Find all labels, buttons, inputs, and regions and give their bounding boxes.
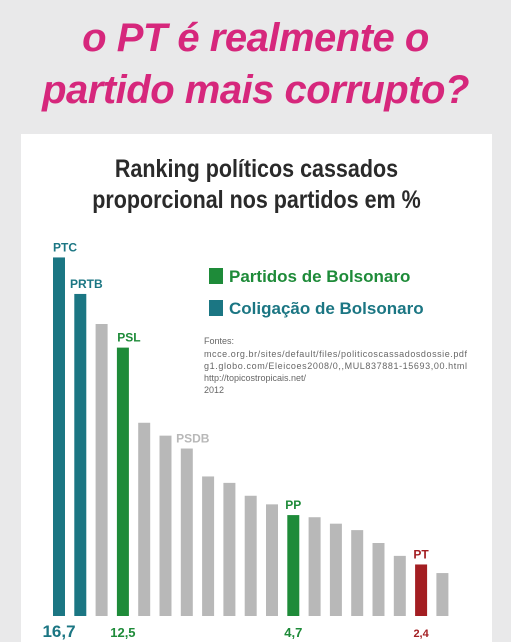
- bar-ptc: [53, 257, 65, 616]
- post-headline: o PT é realmente o partido mais corrupto…: [0, 12, 511, 116]
- bar-prtb: [74, 293, 87, 616]
- bar-16: [372, 543, 385, 616]
- bar-10: [244, 495, 257, 616]
- bar-11: [266, 504, 278, 616]
- legend-swatch-coalition: [209, 300, 223, 316]
- bar-chart: PTC 16,7 PRTB PSL 12,5 PSDB PP 4,7 PT 2,4 Partidos…: [42, 240, 467, 641]
- chart-title-line-2: proporcional nos partidos em %: [92, 186, 421, 214]
- bar-13: [308, 517, 321, 616]
- bar-pt: [415, 564, 428, 616]
- bar-value-label-psl: 12,5: [110, 625, 135, 640]
- legend-label-party: Partidos de Bolsonaro: [229, 267, 410, 286]
- sources-line-1: mcce.org.br/sites/default/files/politico…: [204, 349, 467, 359]
- bar-name-label-prtb: PRTB: [70, 277, 103, 291]
- headline-line-2: partido mais corrupto?: [42, 68, 469, 112]
- chart-card: Ranking políticos cassados proporcional …: [21, 134, 492, 642]
- bar-name-label-psl: PSL: [117, 331, 140, 345]
- sources-line-3: http://topicostropicais.net/: [204, 373, 307, 383]
- bar-9: [223, 482, 236, 616]
- bar-17: [393, 555, 406, 616]
- legend-swatch-party: [209, 268, 223, 284]
- bar-value-label-pp: 4,7: [284, 625, 302, 640]
- bar-3: [95, 324, 108, 616]
- bar-name-label-psdb: PSDB: [176, 432, 210, 446]
- bar-5: [138, 422, 151, 616]
- bar-6: [159, 435, 172, 616]
- sources-heading: Fontes:: [204, 336, 234, 346]
- chart-title: Ranking políticos cassados proporcional …: [54, 154, 459, 216]
- bar-15: [351, 530, 364, 616]
- bar-name-label-ptc: PTC: [53, 240, 77, 254]
- chart-title-line-1: Ranking políticos cassados: [114, 155, 399, 183]
- bar-psdb: [180, 448, 193, 616]
- bar-name-label-pp: PP: [285, 498, 301, 512]
- sources-line-2: g1.globo.com/Eleicoes2008/0,,MUL837881-1…: [204, 361, 467, 371]
- headline-line-1: o PT é realmente o: [82, 16, 429, 60]
- bar-name-label-pt: PT: [413, 547, 429, 561]
- sources-line-4: 2012: [204, 385, 224, 395]
- bar-8: [202, 476, 215, 616]
- bar-14: [329, 523, 342, 616]
- bar-19: [436, 573, 449, 616]
- bar-pp: [287, 515, 300, 616]
- bar-psl: [116, 347, 129, 616]
- legend-label-coalition: Coligação de Bolsonaro: [229, 299, 424, 318]
- bar-value-label-ptc: 16,7: [42, 622, 75, 641]
- bar-value-label-pt: 2,4: [413, 628, 429, 640]
